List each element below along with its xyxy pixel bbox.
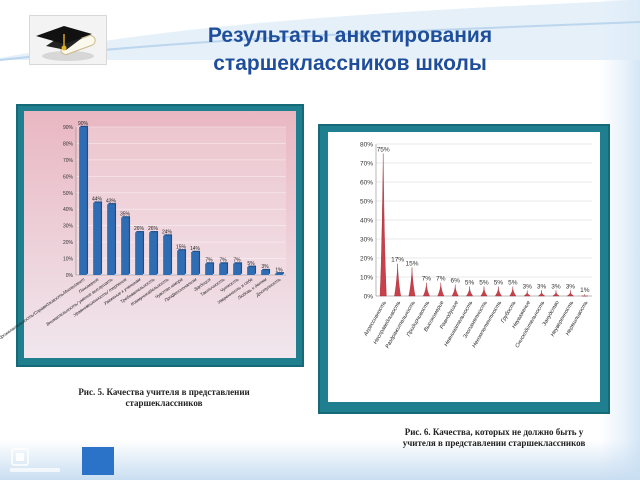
bar-value-label: 3% xyxy=(522,283,532,290)
figure-6-caption-line-1: Рис. 6. Качества, которых не должно быть… xyxy=(404,427,584,437)
qualities-bar-chart: 0% 10% 20% 30% 40% 50% 60% 70% 80% 90% 90% Доброжел… xyxy=(0,121,286,344)
bar-value-label: 1% xyxy=(580,287,590,294)
chart-frame-fig5: 0% 10% 20% 30% 40% 50% 60% 70% 80% 90% 90% Доброжел… xyxy=(0,104,304,367)
y-tick-label: 30% xyxy=(360,237,373,244)
cone-bar xyxy=(537,290,546,297)
bar-value-label: 7% xyxy=(436,276,446,283)
cone-bar xyxy=(552,290,560,297)
y-tick-label: 40% xyxy=(63,207,74,213)
bar xyxy=(205,263,213,275)
figure-6-caption: Рис. 6. Качества, которых не должно быть… xyxy=(376,427,612,449)
bar-value-label: 1% xyxy=(275,267,283,273)
y-tick-label: 20% xyxy=(63,240,74,246)
bar-value-label: 90% xyxy=(78,121,89,127)
figure-6-caption-line-2: учителя в представлении старшеклассников xyxy=(402,438,586,448)
y-tick-label: 10% xyxy=(63,257,74,263)
bar-value-label: 3% xyxy=(551,283,561,290)
bar xyxy=(233,263,241,275)
bar xyxy=(135,232,143,275)
y-tick-label: 80% xyxy=(360,142,373,149)
x-category-label: Доброжелательность/Справедливость/Интелл… xyxy=(0,277,86,344)
title-line-1: Результаты анкетирования xyxy=(207,24,493,47)
bar-value-label: 5% xyxy=(247,261,255,267)
cone-bar xyxy=(408,267,416,297)
bar xyxy=(247,266,255,275)
bar-value-label: 3% xyxy=(261,264,269,270)
cone-bar xyxy=(509,286,517,297)
y-tick-label: 70% xyxy=(360,161,373,168)
powerpoint-logo-icon xyxy=(6,447,66,475)
bar-shadow xyxy=(276,272,285,274)
cone-bar xyxy=(566,290,575,297)
bar xyxy=(79,127,87,275)
y-tick-label: 30% xyxy=(63,224,74,230)
bar-value-label: 75% xyxy=(377,147,390,154)
bar xyxy=(177,250,185,275)
y-tick-label: 20% xyxy=(360,256,373,263)
bar xyxy=(261,270,269,275)
bar-value-label: 26% xyxy=(148,226,159,232)
bar-value-label: 7% xyxy=(205,257,213,263)
y-tick-label: 70% xyxy=(63,158,74,164)
bar-value-label: 5% xyxy=(465,280,475,287)
cone-bar xyxy=(523,290,531,297)
y-tick-label: 60% xyxy=(360,180,373,187)
figure-5-caption-line-2: старшеклассников xyxy=(125,398,203,408)
decorative-square xyxy=(82,447,114,475)
cone-bar xyxy=(422,282,430,297)
y-tick-label: 90% xyxy=(63,125,74,131)
bar xyxy=(93,202,101,275)
bar xyxy=(121,217,129,275)
bar-value-label: 15% xyxy=(176,244,187,250)
bar xyxy=(191,251,199,275)
graduation-cap-diploma-icon xyxy=(29,15,107,65)
cone-bar xyxy=(394,263,402,297)
y-tick-label: 10% xyxy=(360,275,373,282)
bar-value-label: 5% xyxy=(479,280,489,287)
negative-qualities-cone-chart: 0%10%20%30%40%50%60%70%80%75%Агрессивнос… xyxy=(360,142,592,350)
bar xyxy=(219,263,227,275)
bar-value-label: 3% xyxy=(566,283,576,290)
bar-value-label: 26% xyxy=(134,226,145,232)
cone-bar xyxy=(466,286,474,297)
cone-bar xyxy=(581,294,589,297)
cone-bar xyxy=(494,286,502,297)
bar-value-label: 44% xyxy=(92,197,103,203)
cone-bar xyxy=(480,286,488,297)
bar-value-label: 5% xyxy=(494,280,504,287)
bar-value-label: 17% xyxy=(391,257,404,264)
bar-value-label: 7% xyxy=(233,257,241,263)
bar xyxy=(107,204,115,275)
bar-value-label: 5% xyxy=(508,280,518,287)
bar xyxy=(163,235,171,275)
bar-value-label: 24% xyxy=(162,230,173,236)
y-tick-label: 50% xyxy=(63,191,74,197)
chart-panel-fig5: 0% 10% 20% 30% 40% 50% 60% 70% 80% 90% 90% Доброжел… xyxy=(0,111,296,358)
y-tick-label: 80% xyxy=(63,141,74,147)
bar-value-label: 7% xyxy=(219,257,227,263)
y-tick-label: 0% xyxy=(364,294,374,301)
bar-value-label: 35% xyxy=(120,211,131,217)
y-tick-label: 50% xyxy=(360,199,373,206)
bar-value-label: 15% xyxy=(405,261,418,268)
bar xyxy=(149,232,157,275)
y-tick-label: 0% xyxy=(66,273,74,279)
bar-value-label: 43% xyxy=(106,198,117,204)
figure-5-caption-line-1: Рис. 5. Качества учителя в представлении xyxy=(78,387,250,397)
page-title: Результаты анкетирования старшекласснико… xyxy=(150,22,550,78)
cone-bar xyxy=(437,282,445,297)
y-tick-label: 40% xyxy=(360,218,373,225)
bar-value-label: 6% xyxy=(450,278,460,285)
cone-bar xyxy=(451,284,459,297)
chart-frame-fig6: 0% 10% 20% 30% 40% 50% 60% 70% 80% 75% Агрессивнос… xyxy=(318,124,610,414)
chart-panel-fig6: 0% 10% 20% 30% 40% 50% 60% 70% 80% 75% Агрессивнос… xyxy=(328,132,600,402)
cone-bar xyxy=(379,153,387,297)
title-line-2: старшеклассников школы xyxy=(213,52,487,75)
bar-value-label: 3% xyxy=(537,283,547,290)
y-tick-label: 60% xyxy=(63,174,74,180)
figure-5-caption: Рис. 5. Качества учителя в представлении… xyxy=(44,387,284,409)
bar-value-label: 14% xyxy=(190,246,201,252)
bar-value-label: 7% xyxy=(422,276,432,283)
bar xyxy=(275,273,283,275)
